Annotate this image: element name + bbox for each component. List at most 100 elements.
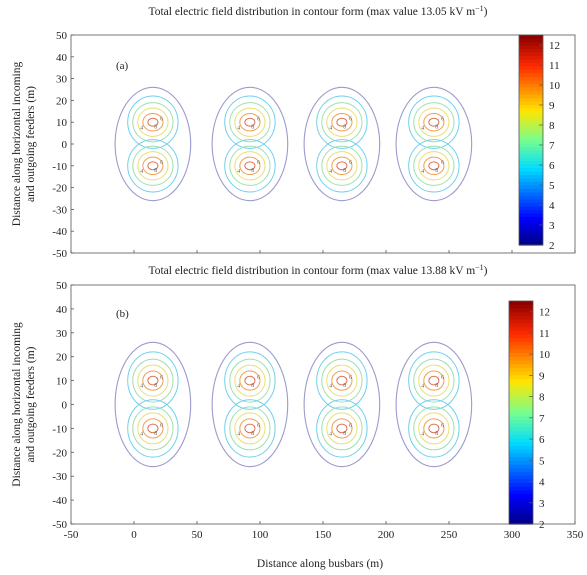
colorbar-segment <box>509 364 533 369</box>
colorbar-segment <box>509 405 533 410</box>
x-tick-label: -50 <box>64 529 79 541</box>
contour-level-2 <box>211 341 289 468</box>
y-tick-label: 50 <box>56 30 68 42</box>
colorbar-segment <box>509 490 533 495</box>
colorbar-segment <box>509 327 533 332</box>
contour-label: 4 <box>329 125 332 131</box>
contour-label: 6 <box>257 160 260 166</box>
colorbar-segment <box>509 520 533 525</box>
contour-level-2 <box>303 341 381 468</box>
contour-level-6 <box>132 145 174 186</box>
colorbar-segment <box>509 427 533 432</box>
x-tick-label: 200 <box>378 529 395 541</box>
colorbar-tick-label: 5 <box>539 455 545 467</box>
colorbar-segment <box>519 98 543 103</box>
colorbar-segment <box>509 416 533 421</box>
contour-label: 6 <box>160 375 163 381</box>
contour-label: 8 <box>435 125 438 131</box>
panel-label: (a) <box>116 60 129 72</box>
colorbar-segment <box>509 353 533 358</box>
colorbar-segment <box>519 234 543 239</box>
contour-level-12 <box>244 423 256 434</box>
colorbar-segment <box>519 59 543 64</box>
contour-level-2 <box>303 86 381 202</box>
contour-label: 4 <box>329 431 332 437</box>
colorbar-segment <box>509 401 533 406</box>
colorbar: 12 11 10 9 8 7 6 5 4 3 2 <box>518 34 561 252</box>
colorbar-segment <box>519 224 543 229</box>
y-axis-label: Distance along horizontal incoming <box>11 322 23 487</box>
colorbar-segment <box>519 164 543 169</box>
contour-label: 4 <box>140 169 143 175</box>
contour-level-12 <box>147 161 159 171</box>
y-tick-label: 40 <box>56 304 68 316</box>
contour-label: 8 <box>343 168 346 174</box>
contour-level-4 <box>408 399 460 458</box>
colorbar-segment <box>519 94 543 99</box>
contour-label: 8 <box>154 431 157 437</box>
colorbar-segment <box>519 196 543 201</box>
contour-level-6 <box>132 102 174 143</box>
y-axis-label: and outgoing feeders (m) <box>25 86 37 202</box>
y-tick-label: -40 <box>52 226 67 238</box>
contour-level-10 <box>239 418 261 439</box>
plot-frame <box>70 284 576 525</box>
contour-label: 4 <box>140 384 143 390</box>
colorbar-tick-label: 4 <box>539 477 545 489</box>
contour-level-10 <box>331 112 353 132</box>
contour-label: 4 <box>329 169 332 175</box>
contour-label: 8 <box>435 431 438 437</box>
contour-level-4 <box>224 399 276 458</box>
contour-level-4 <box>224 139 276 193</box>
contour-level-4 <box>316 95 368 149</box>
contour-level-10 <box>331 418 353 439</box>
contour-label: 4 <box>140 431 143 437</box>
colorbar-tick-label: 10 <box>539 349 551 361</box>
contour-level-4 <box>316 351 368 410</box>
colorbar-segment <box>519 122 543 127</box>
colorbar-segment <box>519 192 543 197</box>
colorbar-tick-label: 7 <box>539 413 545 425</box>
colorbar-segment <box>509 431 533 436</box>
colorbar-segment <box>519 143 543 148</box>
contour-level-4 <box>127 399 179 458</box>
contour-level-6 <box>413 145 455 186</box>
contour-label: 4 <box>329 384 332 390</box>
contour-level-12 <box>336 423 348 434</box>
colorbar-segment <box>509 356 533 362</box>
colorbar-segment <box>519 189 543 194</box>
colorbar-segment <box>519 133 543 138</box>
contour-level-4 <box>127 139 179 193</box>
contour-label: 6 <box>257 117 260 123</box>
x-axis: -50 0 50 100 150 200 250 300 350 <box>64 521 584 541</box>
contour-label: 8 <box>251 431 254 437</box>
colorbar-frame <box>518 34 544 246</box>
colorbar-segment <box>509 334 533 339</box>
colorbar-segment <box>519 147 543 152</box>
y-tick-label: -30 <box>52 471 67 483</box>
plot-frame <box>70 34 576 254</box>
contour-level-10 <box>142 418 164 439</box>
colorbar-segment <box>509 494 533 499</box>
colorbar-segment <box>519 80 543 85</box>
y-tick-label: -30 <box>52 204 67 216</box>
colorbar-segment <box>509 390 533 395</box>
contour-level-10 <box>423 418 445 439</box>
x-tick-label: 100 <box>252 529 269 541</box>
colorbar-tick-label: 9 <box>539 370 545 382</box>
colorbar-segment <box>519 87 543 92</box>
contour-level-2 <box>395 86 473 202</box>
colorbar-segment <box>509 468 533 473</box>
colorbar-segment <box>509 412 533 417</box>
y-tick-label: 40 <box>56 52 68 64</box>
y-tick-label: -50 <box>52 519 67 531</box>
contour-level-4 <box>224 95 276 149</box>
y-tick-label: 10 <box>56 376 68 388</box>
colorbar-segment <box>509 338 533 343</box>
contour-level-8 <box>234 412 266 445</box>
y-tick-label: 50 <box>56 280 68 292</box>
colorbar-tick-label: 4 <box>549 200 555 212</box>
colorbar-tick-label: 5 <box>549 180 555 192</box>
contour-level-12 <box>147 375 159 386</box>
